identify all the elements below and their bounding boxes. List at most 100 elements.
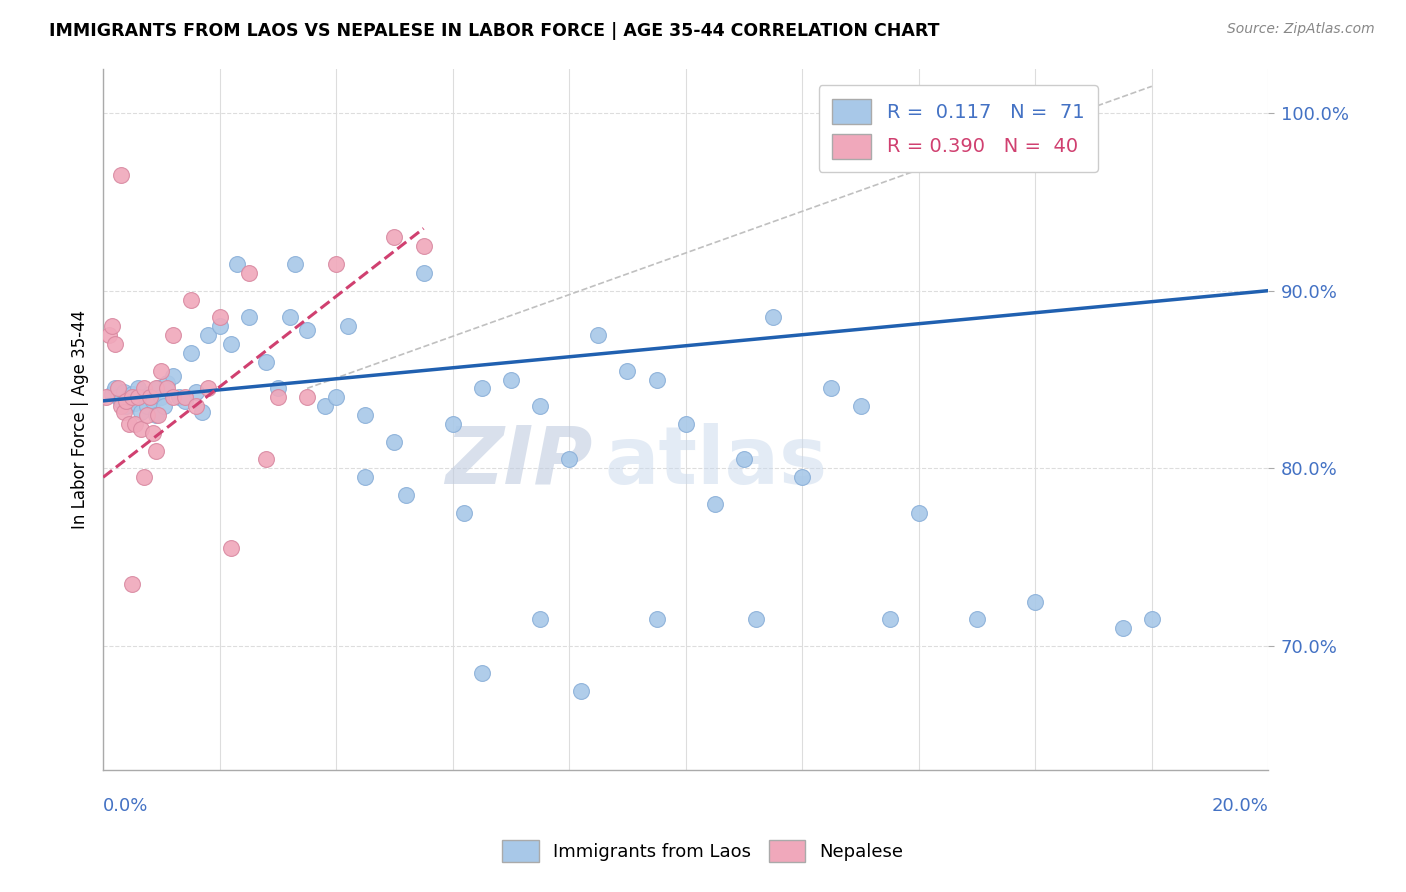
Point xyxy=(645,372,668,386)
Point xyxy=(110,399,132,413)
Point xyxy=(208,319,231,334)
Point xyxy=(588,328,610,343)
Point xyxy=(226,257,249,271)
Point xyxy=(101,386,124,401)
Point xyxy=(529,612,551,626)
Point xyxy=(471,381,494,395)
Point xyxy=(197,328,219,343)
Point xyxy=(254,355,277,369)
Point xyxy=(127,381,149,395)
Point xyxy=(127,390,149,404)
Point xyxy=(849,399,872,413)
Point xyxy=(762,310,785,325)
Point xyxy=(110,393,132,408)
Point xyxy=(186,384,208,399)
Point xyxy=(254,452,277,467)
Point xyxy=(284,257,307,271)
Point xyxy=(441,417,464,431)
Point xyxy=(124,417,146,431)
Point xyxy=(267,381,290,395)
Point xyxy=(129,404,152,418)
Point xyxy=(173,393,195,408)
Point xyxy=(336,319,359,334)
Legend: R =  0.117   N =  71, R = 0.390   N =  40: R = 0.117 N = 71, R = 0.390 N = 40 xyxy=(818,86,1098,172)
Point xyxy=(1140,612,1163,626)
Point xyxy=(792,470,814,484)
Point xyxy=(180,293,202,307)
Point xyxy=(558,452,581,467)
Point xyxy=(153,399,176,413)
Point xyxy=(191,404,214,418)
Text: 20.0%: 20.0% xyxy=(1212,797,1268,815)
Point xyxy=(173,390,195,404)
Legend: Immigrants from Laos, Nepalese: Immigrants from Laos, Nepalese xyxy=(495,833,911,870)
Y-axis label: In Labor Force | Age 35-44: In Labor Force | Age 35-44 xyxy=(72,310,89,529)
Point xyxy=(145,443,167,458)
Point xyxy=(295,390,318,404)
Point xyxy=(295,323,318,337)
Point xyxy=(1024,594,1046,608)
Point xyxy=(267,390,290,404)
Point xyxy=(118,417,141,431)
Point xyxy=(107,390,129,404)
Point xyxy=(645,612,668,626)
Point xyxy=(145,408,167,422)
Point xyxy=(115,393,138,408)
Text: atlas: atlas xyxy=(605,423,827,500)
Point xyxy=(162,328,184,343)
Point xyxy=(110,168,132,182)
Point xyxy=(132,390,155,404)
Point xyxy=(238,266,260,280)
Point xyxy=(314,399,336,413)
Point xyxy=(148,408,170,422)
Point xyxy=(142,393,165,408)
Point xyxy=(104,381,127,395)
Text: IMMIGRANTS FROM LAOS VS NEPALESE IN LABOR FORCE | AGE 35-44 CORRELATION CHART: IMMIGRANTS FROM LAOS VS NEPALESE IN LABO… xyxy=(49,22,939,40)
Point xyxy=(907,506,929,520)
Point xyxy=(238,310,260,325)
Point xyxy=(94,390,117,404)
Point xyxy=(529,399,551,413)
Point xyxy=(150,390,173,404)
Point xyxy=(453,506,475,520)
Point xyxy=(1111,621,1133,635)
Point xyxy=(132,381,155,395)
Point xyxy=(101,319,124,334)
Point xyxy=(325,390,347,404)
Point xyxy=(118,390,141,404)
Point xyxy=(138,386,160,401)
Point xyxy=(325,257,347,271)
Point xyxy=(616,364,638,378)
Point xyxy=(124,395,146,409)
Point xyxy=(221,337,243,351)
Point xyxy=(879,612,901,626)
Point xyxy=(180,346,202,360)
Point xyxy=(121,386,143,401)
Point xyxy=(135,408,157,422)
Point xyxy=(384,434,406,449)
Point xyxy=(278,310,301,325)
Point xyxy=(384,230,406,244)
Point xyxy=(121,390,143,404)
Text: 0.0%: 0.0% xyxy=(103,797,149,815)
Point xyxy=(167,390,190,404)
Point xyxy=(820,381,842,395)
Point xyxy=(145,381,167,395)
Point xyxy=(138,390,160,404)
Point xyxy=(162,390,184,404)
Point xyxy=(112,404,135,418)
Point xyxy=(142,425,165,440)
Point xyxy=(115,399,138,413)
Point xyxy=(499,372,522,386)
Point xyxy=(104,337,127,351)
Point xyxy=(412,239,434,253)
Point xyxy=(733,452,755,467)
Point xyxy=(703,497,725,511)
Point xyxy=(112,384,135,399)
Point xyxy=(471,665,494,680)
Point xyxy=(744,612,766,626)
Point xyxy=(569,683,592,698)
Point xyxy=(129,422,152,436)
Point xyxy=(150,364,173,378)
Point xyxy=(156,381,179,395)
